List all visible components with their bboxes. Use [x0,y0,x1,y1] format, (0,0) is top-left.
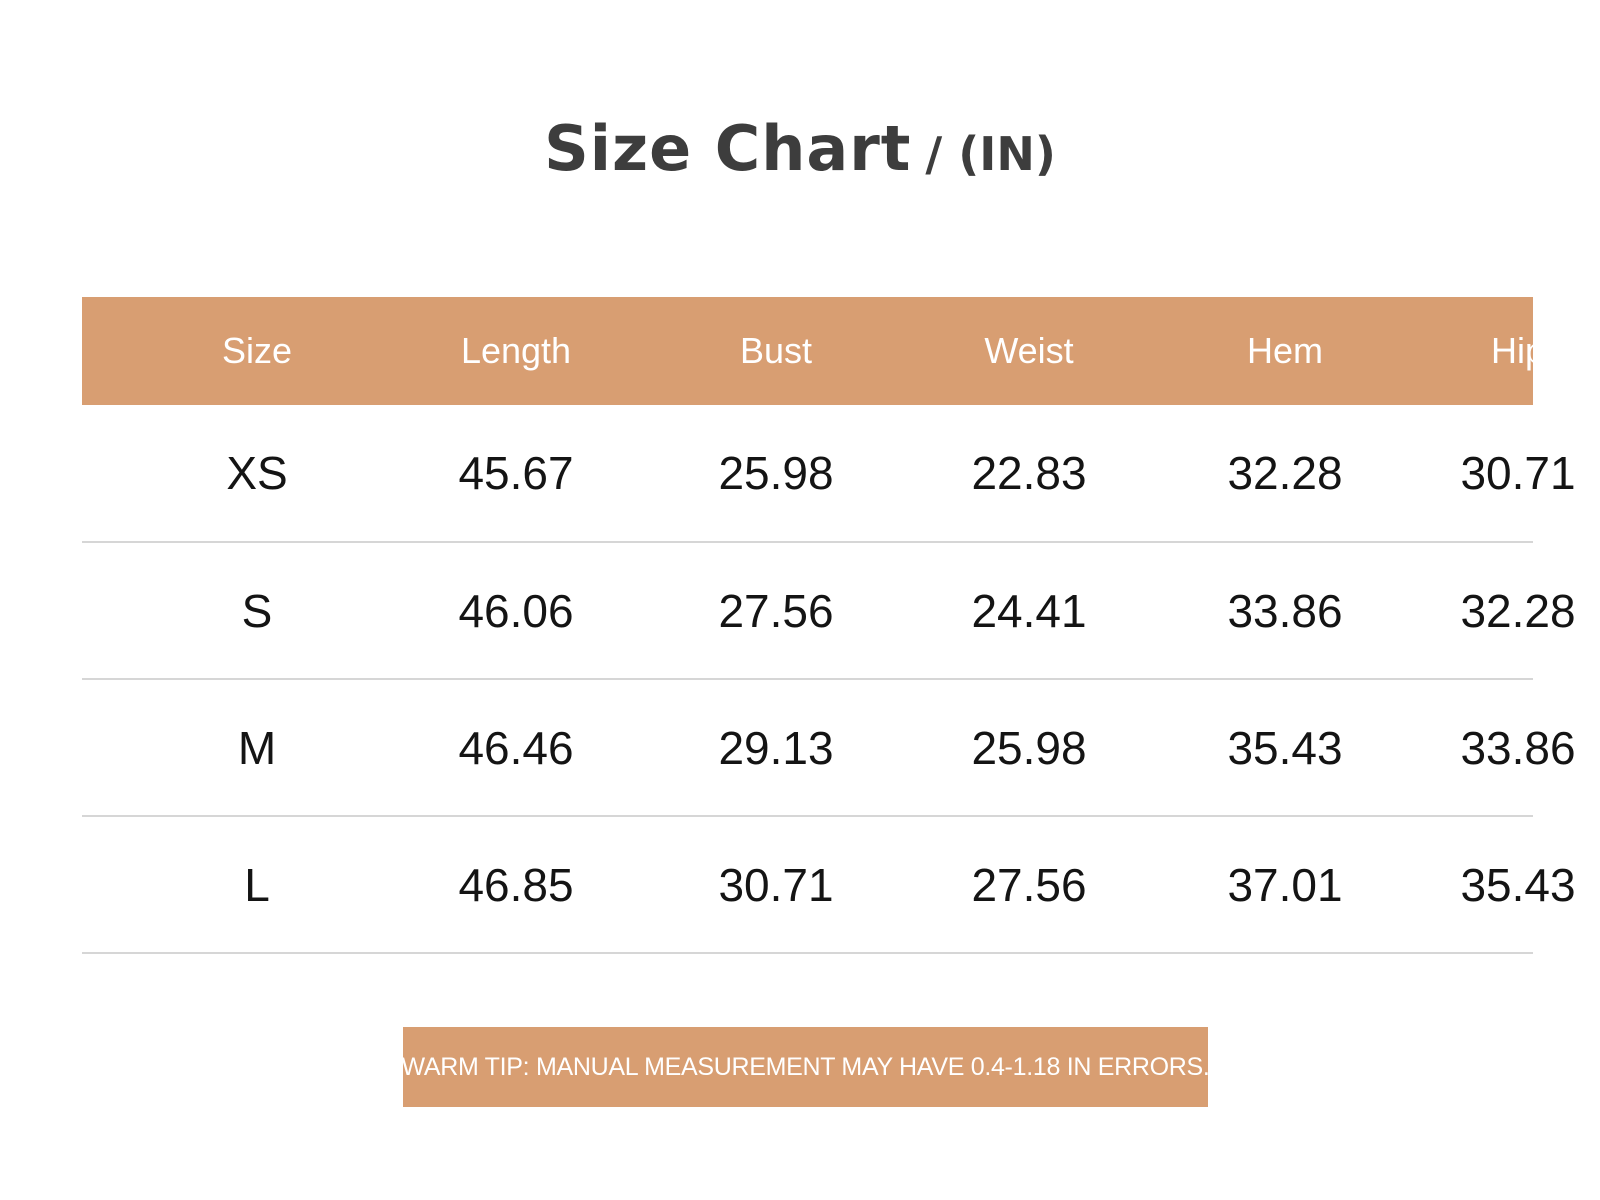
column-header-weist: Weist [984,330,1074,371]
column-header-hip: Hip [1490,330,1546,371]
cell-hem: 35.43 [1227,721,1343,774]
table-row: XS 45.67 25.98 22.83 32.28 30.71 [82,405,1576,543]
cell-weist: 24.41 [971,584,1087,637]
cell-hip: 35.43 [1460,858,1576,911]
cell-size: M [237,721,277,774]
column-header-hem: Hem [1246,330,1323,371]
table-header-row: Size Length Bust Weist Hem Hip [82,297,1545,405]
title-unit: / (IN) [925,127,1056,181]
cell-length: 46.46 [458,721,574,774]
cell-bust: 27.56 [718,584,834,637]
page-title: Size Chart / (IN) [0,112,1600,185]
cell-length: 46.85 [458,858,574,911]
cell-length: 46.06 [458,584,574,637]
cell-hem: 33.86 [1227,584,1343,637]
cell-size: XS [226,447,288,499]
cell-bust: 30.71 [718,858,834,911]
cell-length: 45.67 [458,447,574,499]
cell-hem: 32.28 [1227,447,1343,499]
cell-bust: 25.98 [718,447,834,499]
cell-hip: 30.71 [1460,447,1576,499]
table-row: S 46.06 27.56 24.41 33.86 32.28 [82,543,1576,680]
cell-hip: 32.28 [1460,584,1576,637]
table-row: M 46.46 29.13 25.98 35.43 33.86 [82,680,1576,817]
warm-tip-banner: WARM TIP: MANUAL MEASUREMENT MAY HAVE 0.… [401,1027,1210,1107]
cell-size: S [241,584,273,637]
cell-hem: 37.01 [1227,858,1343,911]
table-row: L 46.85 30.71 27.56 37.01 35.43 [82,817,1576,954]
column-header-length: Length [460,330,572,371]
cell-hip: 33.86 [1460,721,1576,774]
cell-bust: 29.13 [718,721,834,774]
cell-weist: 22.83 [971,447,1087,499]
column-header-size: Size [221,330,293,371]
size-table: Size Length Bust Weist Hem Hip XS 45.67 … [82,297,1576,954]
cell-size: L [244,858,270,911]
title-main: Size Chart [544,112,912,185]
cell-weist: 25.98 [971,721,1087,774]
column-header-bust: Bust [739,330,813,371]
cell-weist: 27.56 [971,858,1087,911]
